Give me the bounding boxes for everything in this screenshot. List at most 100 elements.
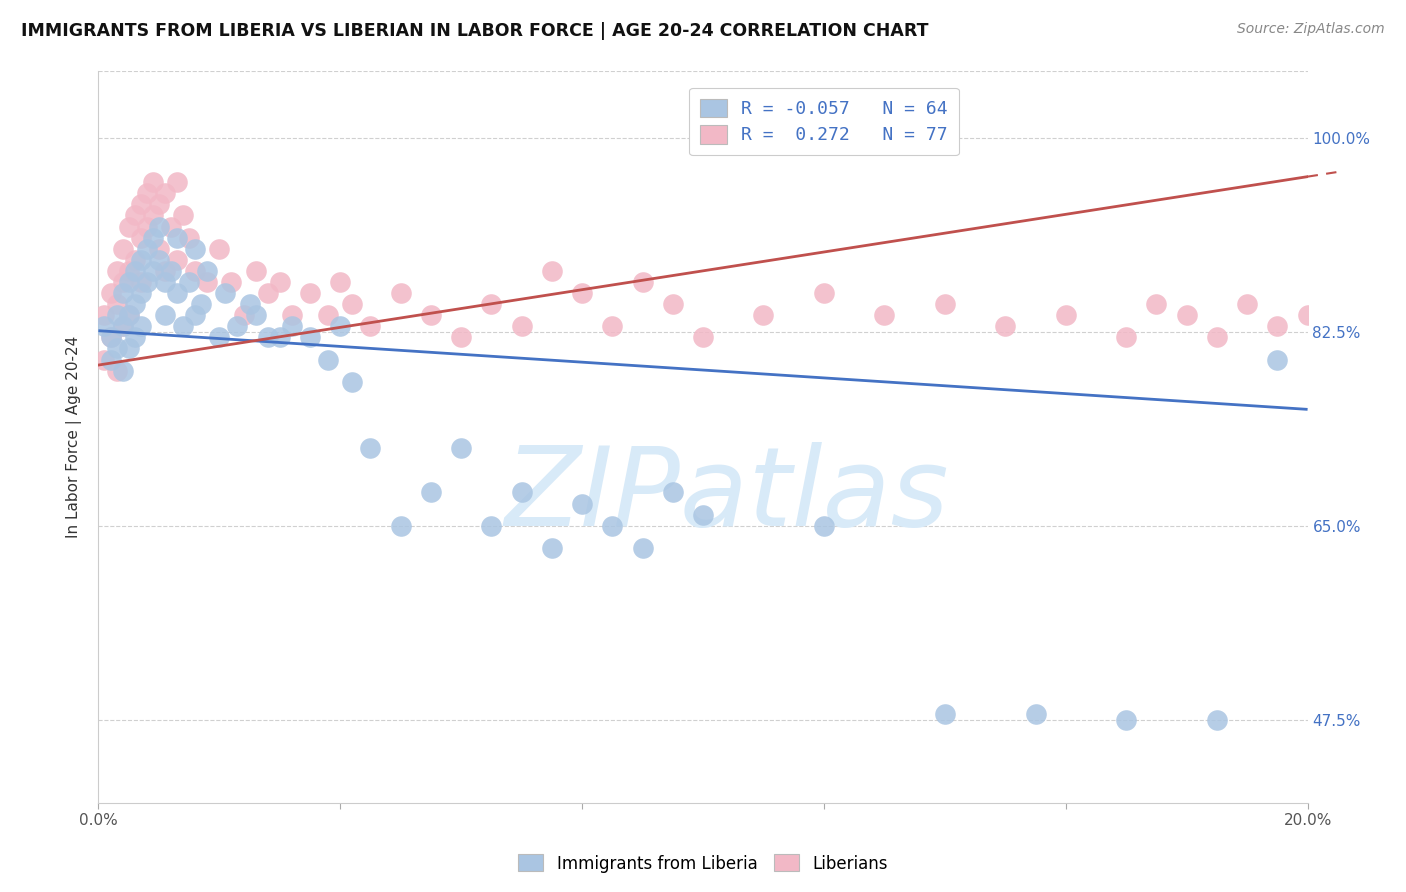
Point [190,297,212,311]
Point [1175,308,1198,322]
Text: ZIPatlas: ZIPatlas [505,442,949,549]
Point [450,441,472,455]
Point [226,319,249,334]
Point [93,352,115,367]
Point [256,285,278,300]
Point [602,518,624,533]
Point [124,264,146,278]
Point [934,707,956,722]
Point [281,308,304,322]
Point [1327,330,1350,344]
Point [184,242,207,256]
Point [631,541,654,555]
Point [481,297,503,311]
Point [118,264,141,278]
Point [342,297,364,311]
Point [481,518,503,533]
Point [389,518,412,533]
Point [111,319,134,334]
Point [105,297,128,311]
Point [661,297,683,311]
Point [195,275,218,289]
Point [813,518,835,533]
Point [692,330,714,344]
Point [111,363,134,377]
Point [124,297,146,311]
Point [153,186,176,201]
Point [172,319,194,334]
Point [166,175,188,189]
Point [160,219,183,234]
Point [142,230,165,244]
Point [118,275,141,289]
Point [232,308,254,322]
Point [172,209,194,223]
Point [316,352,339,367]
Point [360,319,382,334]
Point [208,330,231,344]
Point [329,275,352,289]
Point [153,275,176,289]
Point [934,297,956,311]
Point [111,285,134,300]
Point [118,308,141,322]
Point [111,319,134,334]
Point [105,308,128,322]
Point [142,264,165,278]
Point [1357,308,1379,322]
Point [111,275,134,289]
Point [100,352,122,367]
Point [166,252,188,267]
Point [1206,713,1229,727]
Point [129,285,152,300]
Point [100,285,122,300]
Point [661,485,683,500]
Point [129,319,152,334]
Point [1054,308,1077,322]
Point [510,485,533,500]
Point [1115,330,1137,344]
Point [124,252,146,267]
Point [148,252,170,267]
Legend: R = -0.057   N = 64, R =  0.272   N = 77: R = -0.057 N = 64, R = 0.272 N = 77 [689,87,959,155]
Point [208,242,231,256]
Point [184,308,207,322]
Point [1267,319,1289,334]
Point [299,330,322,344]
Point [269,275,291,289]
Point [118,219,141,234]
Point [135,186,157,201]
Point [153,308,176,322]
Point [124,330,146,344]
Point [752,308,775,322]
Point [389,285,412,300]
Point [100,330,122,344]
Point [166,230,188,244]
Y-axis label: In Labor Force | Age 20-24: In Labor Force | Age 20-24 [66,336,83,538]
Point [100,330,122,344]
Point [1296,308,1319,322]
Point [135,242,157,256]
Point [135,275,157,289]
Point [93,319,115,334]
Point [221,275,243,289]
Point [118,342,141,356]
Point [179,230,201,244]
Point [631,275,654,289]
Point [195,264,218,278]
Point [105,363,128,377]
Point [160,264,183,278]
Point [1144,297,1167,311]
Text: Source: ZipAtlas.com: Source: ZipAtlas.com [1237,22,1385,37]
Point [329,319,352,334]
Point [142,209,165,223]
Point [129,230,152,244]
Point [179,275,201,289]
Point [813,285,835,300]
Point [124,209,146,223]
Point [153,264,176,278]
Point [269,330,291,344]
Point [1267,352,1289,367]
Point [571,497,593,511]
Point [1236,297,1258,311]
